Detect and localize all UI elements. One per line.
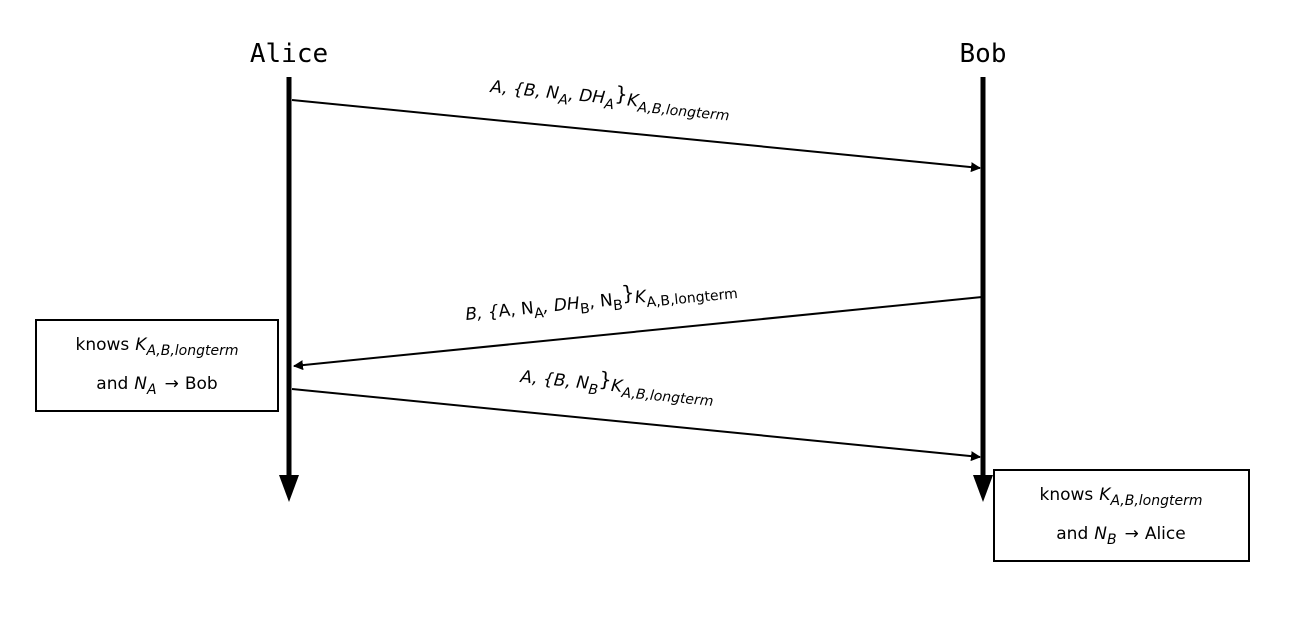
message-arrow-2	[293, 296, 983, 371]
message-label-1: A, {B, NA, DHA}KA,B,longterm	[488, 69, 732, 124]
note-bob: knows KA,B,longterm and NB → Alice	[993, 469, 1250, 562]
lifeline-bob	[973, 77, 993, 502]
note-alice: knows KA,B,longterm and NA → Bob	[35, 319, 279, 412]
note-bob-line1: knows KA,B,longterm	[1040, 485, 1203, 509]
actor-alice-label: Alice	[250, 39, 328, 69]
message-arrow-3	[291, 388, 981, 462]
note-alice-line2: and NA → Bob	[96, 374, 217, 398]
actor-bob-label: Bob	[960, 39, 1007, 69]
message-arrow-1	[291, 99, 981, 173]
message-label-2: B, {A, NA, DHB, NB}KA,B,longterm	[464, 270, 739, 329]
note-bob-line2: and NB → Alice	[1056, 524, 1185, 548]
message-label-3: A, {B, NB}KA,B,longterm	[518, 359, 716, 410]
note-alice-line1: knows KA,B,longterm	[76, 335, 239, 359]
lifeline-alice	[279, 77, 299, 502]
